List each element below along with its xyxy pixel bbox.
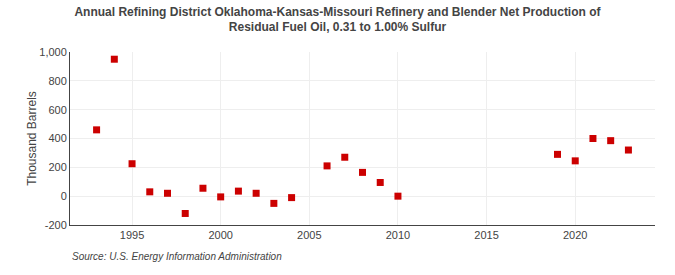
svg-text:400: 400 <box>48 132 66 144</box>
svg-text:2010: 2010 <box>386 229 410 241</box>
svg-text:2005: 2005 <box>297 229 321 241</box>
svg-text:1995: 1995 <box>120 229 144 241</box>
svg-text:600: 600 <box>48 104 66 116</box>
svg-text:-200: -200 <box>45 219 67 231</box>
svg-text:800: 800 <box>48 75 66 87</box>
svg-text:1,000: 1,000 <box>39 46 67 58</box>
svg-text:Thousand Barrels: Thousand Barrels <box>25 91 39 186</box>
svg-text:Source: U.S. Energy Informatio: Source: U.S. Energy Information Administ… <box>72 251 282 262</box>
svg-text:Annual Refining District Oklah: Annual Refining District Oklahoma-Kansas… <box>74 5 601 35</box>
svg-text:2015: 2015 <box>474 229 498 241</box>
svg-text:2020: 2020 <box>563 229 587 241</box>
svg-text:0: 0 <box>61 190 67 202</box>
svg-text:2000: 2000 <box>208 229 232 241</box>
svg-text:200: 200 <box>48 161 66 173</box>
